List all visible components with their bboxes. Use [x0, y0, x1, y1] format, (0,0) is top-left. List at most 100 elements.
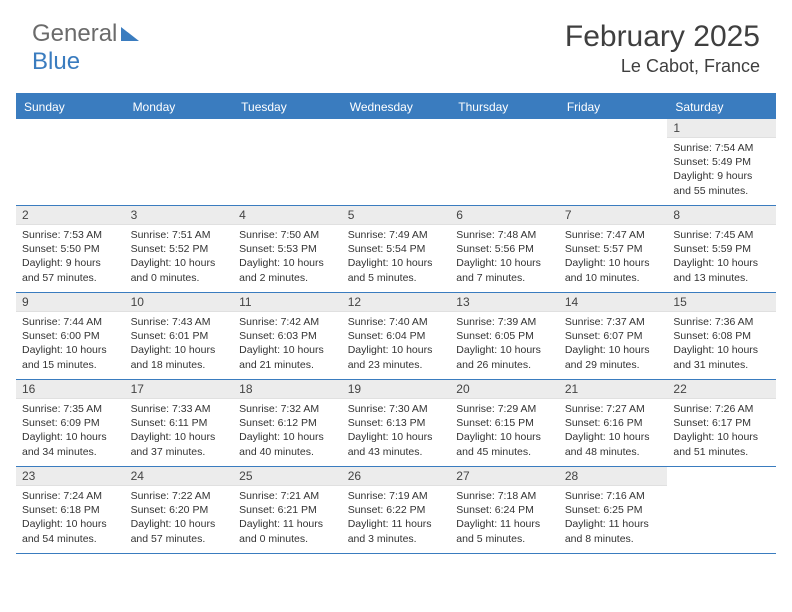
day-number: 3: [125, 206, 234, 225]
day-line: Sunset: 6:13 PM: [348, 416, 445, 430]
day-line: Sunset: 6:11 PM: [131, 416, 228, 430]
day-line: Sunset: 6:22 PM: [348, 503, 445, 517]
day-number: 21: [559, 380, 668, 399]
day-number: 25: [233, 467, 342, 486]
day-details: Sunrise: 7:19 AMSunset: 6:22 PMDaylight:…: [342, 486, 451, 550]
empty-cell: [16, 119, 125, 205]
day-cell: 19Sunrise: 7:30 AMSunset: 6:13 PMDayligh…: [342, 380, 451, 466]
day-number: 27: [450, 467, 559, 486]
day-line: Sunset: 5:56 PM: [456, 242, 553, 256]
day-details: Sunrise: 7:16 AMSunset: 6:25 PMDaylight:…: [559, 486, 668, 550]
day-line: Daylight: 9 hours: [673, 169, 770, 183]
day-details: Sunrise: 7:42 AMSunset: 6:03 PMDaylight:…: [233, 312, 342, 376]
day-line: Sunset: 6:05 PM: [456, 329, 553, 343]
day-line: Daylight: 10 hours: [131, 343, 228, 357]
day-line: Daylight: 10 hours: [131, 517, 228, 531]
day-cell: 17Sunrise: 7:33 AMSunset: 6:11 PMDayligh…: [125, 380, 234, 466]
day-line: Daylight: 10 hours: [673, 430, 770, 444]
day-number: 13: [450, 293, 559, 312]
day-line: Sunrise: 7:33 AM: [131, 402, 228, 416]
day-line: Sunset: 6:07 PM: [565, 329, 662, 343]
day-line: Sunset: 5:49 PM: [673, 155, 770, 169]
day-line: Sunset: 6:17 PM: [673, 416, 770, 430]
day-line: Sunset: 5:59 PM: [673, 242, 770, 256]
day-line: Sunset: 6:04 PM: [348, 329, 445, 343]
week-row: 23Sunrise: 7:24 AMSunset: 6:18 PMDayligh…: [16, 467, 776, 554]
day-line: Daylight: 11 hours: [565, 517, 662, 531]
day-details: Sunrise: 7:40 AMSunset: 6:04 PMDaylight:…: [342, 312, 451, 376]
day-details: Sunrise: 7:33 AMSunset: 6:11 PMDaylight:…: [125, 399, 234, 463]
day-line: Sunrise: 7:19 AM: [348, 489, 445, 503]
day-line: Daylight: 10 hours: [456, 256, 553, 270]
day-number: 10: [125, 293, 234, 312]
day-details: Sunrise: 7:22 AMSunset: 6:20 PMDaylight:…: [125, 486, 234, 550]
day-details: Sunrise: 7:27 AMSunset: 6:16 PMDaylight:…: [559, 399, 668, 463]
day-line: and 0 minutes.: [131, 271, 228, 285]
day-line: Daylight: 10 hours: [348, 430, 445, 444]
day-details: Sunrise: 7:26 AMSunset: 6:17 PMDaylight:…: [667, 399, 776, 463]
day-number: 28: [559, 467, 668, 486]
day-line: Sunrise: 7:40 AM: [348, 315, 445, 329]
day-line: Sunset: 6:00 PM: [22, 329, 119, 343]
day-line: and 40 minutes.: [239, 445, 336, 459]
weeks-container: 1Sunrise: 7:54 AMSunset: 5:49 PMDaylight…: [16, 119, 776, 554]
day-header-mon: Monday: [125, 95, 234, 119]
day-line: and 15 minutes.: [22, 358, 119, 372]
day-line: Daylight: 10 hours: [22, 517, 119, 531]
day-number: 7: [559, 206, 668, 225]
day-number: 11: [233, 293, 342, 312]
day-line: Sunrise: 7:42 AM: [239, 315, 336, 329]
day-cell: 9Sunrise: 7:44 AMSunset: 6:00 PMDaylight…: [16, 293, 125, 379]
day-line: Sunset: 6:09 PM: [22, 416, 119, 430]
day-number: 22: [667, 380, 776, 399]
day-line: Sunset: 6:24 PM: [456, 503, 553, 517]
logo: General: [32, 20, 141, 48]
day-line: Sunset: 6:18 PM: [22, 503, 119, 517]
day-cell: 13Sunrise: 7:39 AMSunset: 6:05 PMDayligh…: [450, 293, 559, 379]
day-cell: 1Sunrise: 7:54 AMSunset: 5:49 PMDaylight…: [667, 119, 776, 205]
day-header-sat: Saturday: [667, 95, 776, 119]
day-line: and 7 minutes.: [456, 271, 553, 285]
day-line: and 29 minutes.: [565, 358, 662, 372]
day-cell: 14Sunrise: 7:37 AMSunset: 6:07 PMDayligh…: [559, 293, 668, 379]
day-line: Sunset: 5:54 PM: [348, 242, 445, 256]
empty-cell: [342, 119, 451, 205]
day-line: and 26 minutes.: [456, 358, 553, 372]
day-line: Sunrise: 7:53 AM: [22, 228, 119, 242]
day-details: Sunrise: 7:29 AMSunset: 6:15 PMDaylight:…: [450, 399, 559, 463]
day-number: 23: [16, 467, 125, 486]
day-line: Daylight: 10 hours: [131, 256, 228, 270]
day-details: Sunrise: 7:35 AMSunset: 6:09 PMDaylight:…: [16, 399, 125, 463]
day-line: Sunrise: 7:22 AM: [131, 489, 228, 503]
day-line: Sunrise: 7:48 AM: [456, 228, 553, 242]
logo-text-1: General: [32, 20, 117, 48]
day-cell: 15Sunrise: 7:36 AMSunset: 6:08 PMDayligh…: [667, 293, 776, 379]
day-line: Sunrise: 7:21 AM: [239, 489, 336, 503]
day-line: Sunrise: 7:54 AM: [673, 141, 770, 155]
day-line: and 57 minutes.: [22, 271, 119, 285]
day-cell: 25Sunrise: 7:21 AMSunset: 6:21 PMDayligh…: [233, 467, 342, 553]
header: General February 2025 Le Cabot, France: [0, 0, 792, 85]
day-line: Sunrise: 7:51 AM: [131, 228, 228, 242]
day-details: Sunrise: 7:47 AMSunset: 5:57 PMDaylight:…: [559, 225, 668, 289]
day-line: Daylight: 10 hours: [22, 430, 119, 444]
day-line: and 21 minutes.: [239, 358, 336, 372]
day-line: Daylight: 10 hours: [565, 343, 662, 357]
day-line: Sunset: 6:08 PM: [673, 329, 770, 343]
day-number: 24: [125, 467, 234, 486]
day-line: Sunrise: 7:37 AM: [565, 315, 662, 329]
day-line: Daylight: 9 hours: [22, 256, 119, 270]
week-row: 2Sunrise: 7:53 AMSunset: 5:50 PMDaylight…: [16, 206, 776, 293]
day-details: Sunrise: 7:37 AMSunset: 6:07 PMDaylight:…: [559, 312, 668, 376]
day-number: 19: [342, 380, 451, 399]
empty-cell: [667, 467, 776, 553]
day-cell: 23Sunrise: 7:24 AMSunset: 6:18 PMDayligh…: [16, 467, 125, 553]
day-cell: 3Sunrise: 7:51 AMSunset: 5:52 PMDaylight…: [125, 206, 234, 292]
day-line: Sunset: 6:15 PM: [456, 416, 553, 430]
day-line: Sunrise: 7:45 AM: [673, 228, 770, 242]
day-number: 2: [16, 206, 125, 225]
day-details: Sunrise: 7:50 AMSunset: 5:53 PMDaylight:…: [233, 225, 342, 289]
day-details: Sunrise: 7:24 AMSunset: 6:18 PMDaylight:…: [16, 486, 125, 550]
empty-cell: [125, 119, 234, 205]
day-line: Sunset: 5:57 PM: [565, 242, 662, 256]
